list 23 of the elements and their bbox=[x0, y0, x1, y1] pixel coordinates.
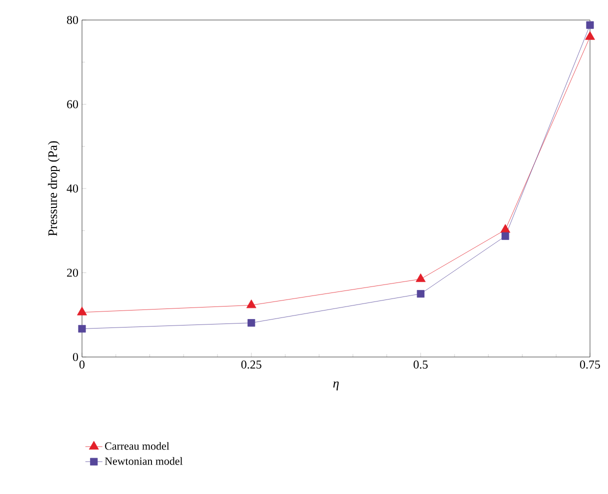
y-axis-title: Pressure drop (Pa) bbox=[48, 141, 60, 236]
y-tick-label: 60 bbox=[67, 100, 78, 108]
point bbox=[416, 290, 424, 298]
legend-label: Newtonian model bbox=[104, 457, 183, 465]
y-tick-label: 20 bbox=[67, 268, 78, 277]
x-tick-label: 0 bbox=[79, 360, 85, 369]
point bbox=[78, 324, 86, 333]
point bbox=[502, 232, 510, 240]
y-tick-label: 40 bbox=[66, 184, 78, 193]
point bbox=[246, 300, 256, 308]
y-tick-label: 0 bbox=[72, 352, 78, 362]
x-tick-label: 0.75 bbox=[580, 360, 600, 369]
y-tick-label: 80 bbox=[66, 16, 78, 24]
point bbox=[248, 319, 256, 327]
point bbox=[586, 21, 594, 29]
point bbox=[585, 31, 595, 40]
x-tick-label: 0.5 bbox=[414, 360, 428, 369]
x-axis-title: η bbox=[333, 381, 339, 390]
point bbox=[416, 273, 426, 282]
point bbox=[77, 306, 87, 316]
legend-label: Carreau model bbox=[105, 442, 170, 450]
point bbox=[500, 224, 510, 233]
x-tick-label: 0.25 bbox=[241, 360, 262, 369]
